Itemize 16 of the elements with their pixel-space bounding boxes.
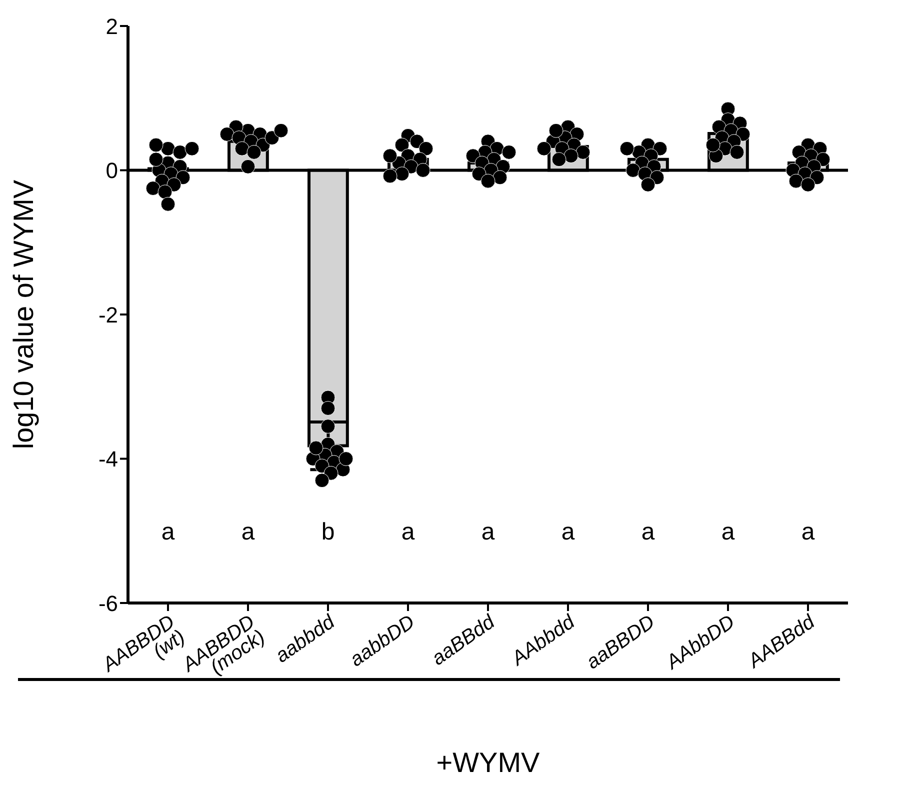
annotation: b [321,518,335,546]
y-tick-label: -4 [98,446,118,472]
annotation: a [481,518,496,546]
y-axis-title: log10 value of WYMV [8,180,39,450]
y-tick-label: 0 [106,158,118,184]
annotation: a [401,518,416,546]
annotation: a [801,518,816,546]
y-tick-label: -6 [98,590,118,616]
annotation: a [161,518,176,546]
x-axis-title: +WYMV [436,747,540,778]
y-tick-label: 2 [106,14,118,39]
annotation: a [721,518,736,546]
annotation: a [561,518,576,546]
annotation: a [641,518,656,546]
annotation: a [241,518,256,546]
y-tick-label: -2 [98,302,118,328]
